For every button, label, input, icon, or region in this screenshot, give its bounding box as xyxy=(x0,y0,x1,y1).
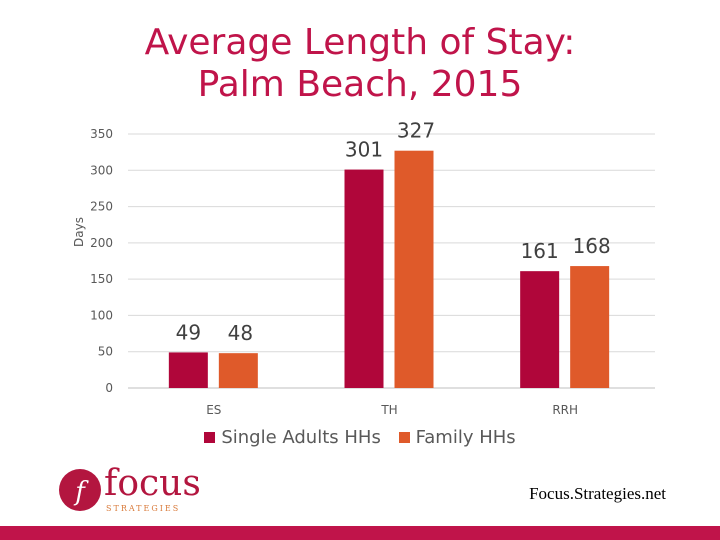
y-tick-label-50: 50 xyxy=(98,345,113,359)
y-tick-label-0: 0 xyxy=(105,381,113,395)
bar-th-single-adults xyxy=(344,169,384,388)
x-tick-label-rrh: RRH xyxy=(552,403,578,417)
data-label-es-family: 48 xyxy=(228,321,253,345)
y-axis-label: Days xyxy=(72,217,86,247)
y-tick-label-100: 100 xyxy=(90,308,113,322)
legend-label-single-adults: Single Adults HHs xyxy=(221,427,381,448)
y-tick-label-250: 250 xyxy=(90,200,113,214)
footer-url[interactable]: Focus.Strategies.net xyxy=(529,484,666,503)
bar-chart: 0 50 100 150 200 250 300 350 Days 49 48 ES 301 327 TH 1… xyxy=(72,119,655,417)
footer-bar xyxy=(0,526,720,540)
x-tick-label-es: ES xyxy=(206,403,221,417)
chart-title-line-1: Average Length of Stay: xyxy=(144,22,576,63)
legend-swatch-single-adults xyxy=(204,432,216,443)
logo-mark-icon: f xyxy=(59,469,101,511)
data-label-th-family: 327 xyxy=(397,119,435,143)
bar-es-single-adults xyxy=(168,352,208,388)
focus-strategies-logo: f focus STRATEGIES xyxy=(58,462,201,522)
legend-item-family: Family HHs xyxy=(398,427,516,448)
logo-subtext: STRATEGIES xyxy=(106,504,181,513)
y-tick-label-200: 200 xyxy=(90,236,113,250)
data-label-es-single-adults: 49 xyxy=(176,320,201,344)
logo-text: focus xyxy=(104,463,201,504)
bar-rrh-single-adults xyxy=(520,271,560,388)
chart-legend: Single Adults HHs Family HHs xyxy=(0,427,720,448)
chart-title: Average Length of Stay: Palm Beach, 2015 xyxy=(0,22,720,106)
legend-item-single-adults: Single Adults HHs xyxy=(204,427,381,448)
y-tick-label-350: 350 xyxy=(90,127,113,141)
data-label-rrh-single-adults: 161 xyxy=(521,239,559,263)
data-label-rrh-family: 168 xyxy=(573,234,611,258)
bar-rrh-family xyxy=(570,266,610,388)
x-tick-label-th: TH xyxy=(380,403,397,417)
bar-es-family xyxy=(218,353,258,388)
legend-label-family: Family HHs xyxy=(415,427,516,448)
bar-th-family xyxy=(394,150,434,388)
legend-swatch-family xyxy=(398,432,410,443)
y-tick-label-150: 150 xyxy=(90,272,113,286)
data-label-th-single-adults: 301 xyxy=(345,138,383,162)
y-tick-label-300: 300 xyxy=(90,163,113,177)
chart-title-line-2: Palm Beach, 2015 xyxy=(197,64,523,105)
